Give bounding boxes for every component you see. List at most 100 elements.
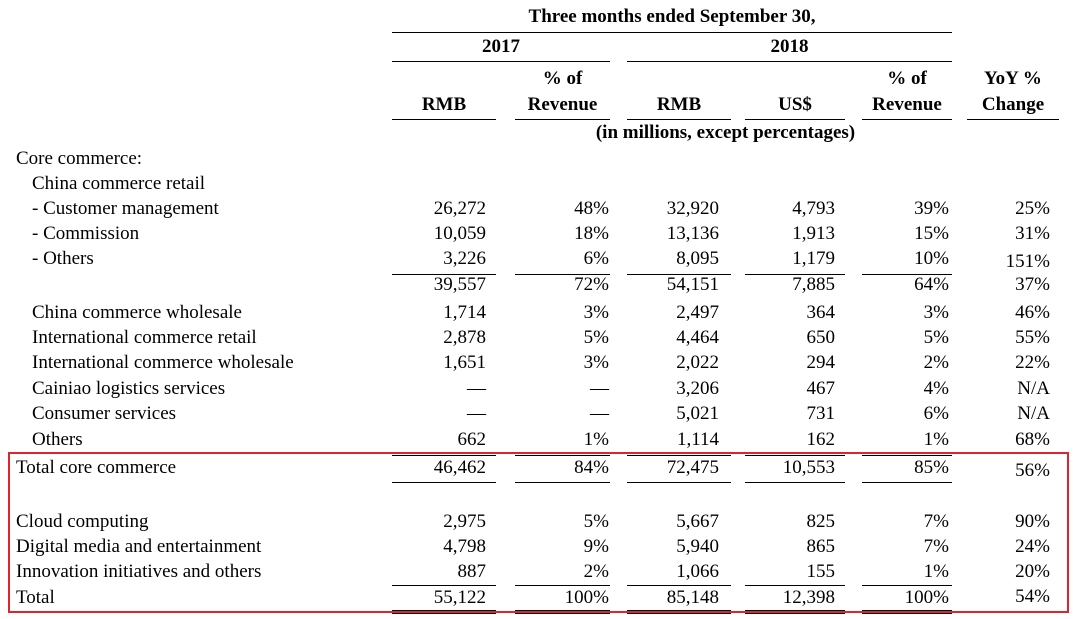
cell-usd-2018: 1,179 bbox=[792, 248, 835, 269]
total-rule bbox=[862, 585, 952, 586]
subtotal-rule bbox=[862, 274, 952, 275]
cell-rmb-2018: 4,464 bbox=[676, 327, 719, 348]
cell-rmb-2018: 85,148 bbox=[666, 587, 719, 608]
core-total-underline bbox=[862, 482, 952, 483]
cell-pct-2017: — bbox=[590, 378, 609, 399]
row-label: Innovation initiatives and others bbox=[16, 561, 262, 582]
cell-pct-2018: 64% bbox=[914, 274, 949, 295]
cell-pct-2017: 18% bbox=[574, 223, 609, 244]
cell-pct-2018: 4% bbox=[923, 378, 949, 399]
cell-usd-2018: 364 bbox=[806, 302, 836, 323]
cell-pct-2018: 3% bbox=[923, 302, 949, 323]
core-total-underline bbox=[515, 482, 610, 483]
cell-rmb-2017: 39,557 bbox=[433, 274, 486, 295]
cell-usd-2018: 1,913 bbox=[792, 223, 835, 244]
cell-pct-2018: 2% bbox=[923, 352, 949, 373]
cell-pct-2017: 5% bbox=[583, 327, 609, 348]
cell-usd-2018: 731 bbox=[806, 403, 836, 424]
cell-yoy: 24% bbox=[1015, 536, 1050, 557]
row-label: China commerce wholesale bbox=[32, 302, 242, 323]
cell-pct-2017: 3% bbox=[583, 352, 609, 373]
cell-rmb-2017: 2,975 bbox=[443, 511, 486, 532]
cell-rmb-2018: 3,206 bbox=[676, 378, 719, 399]
col-pct-2017-line2: Revenue bbox=[527, 94, 598, 115]
cell-rmb-2018: 5,940 bbox=[676, 536, 719, 557]
cell-rmb-2018: 13,136 bbox=[666, 223, 719, 244]
total-double-underline bbox=[862, 610, 952, 614]
core-total-underline bbox=[627, 482, 731, 483]
cell-rmb-2018: 1,066 bbox=[676, 561, 719, 582]
cell-yoy: 56% bbox=[1015, 460, 1050, 481]
col-yoy-line1: YoY % bbox=[984, 68, 1042, 89]
cell-usd-2018: 865 bbox=[806, 536, 836, 557]
col-yoy-line2: Change bbox=[981, 94, 1045, 115]
cell-yoy: 31% bbox=[1015, 223, 1050, 244]
year-2017-underline bbox=[392, 61, 610, 62]
period-header: Three months ended September 30, bbox=[528, 6, 816, 27]
cell-rmb-2018: 72,475 bbox=[666, 457, 719, 478]
subtotal-rule bbox=[392, 274, 496, 275]
row-label: China commerce retail bbox=[32, 173, 206, 194]
row-label: Others bbox=[32, 429, 83, 450]
row-label: Total bbox=[16, 587, 55, 608]
row-label: International commerce retail bbox=[32, 327, 257, 348]
core-total-rule bbox=[392, 455, 496, 456]
total-double-underline bbox=[515, 610, 610, 614]
cell-rmb-2017: 3,226 bbox=[443, 248, 486, 269]
cell-rmb-2018: 2,022 bbox=[676, 352, 719, 373]
col-pct-2018-line1: % of bbox=[887, 68, 927, 89]
cell-usd-2018: 10,553 bbox=[782, 457, 835, 478]
row-label: - Others bbox=[32, 248, 94, 269]
units-note: (in millions, except percentages) bbox=[595, 122, 856, 143]
col-underline bbox=[515, 119, 610, 120]
row-label: Core commerce: bbox=[16, 148, 143, 169]
cell-pct-2018: 15% bbox=[914, 223, 949, 244]
cell-pct-2017: 48% bbox=[574, 198, 609, 219]
cell-rmb-2017: 55,122 bbox=[433, 587, 486, 608]
cell-yoy: 20% bbox=[1015, 561, 1050, 582]
subtotal-rule bbox=[745, 274, 845, 275]
row-label: International commerce wholesale bbox=[32, 352, 294, 373]
cell-pct-2017: 6% bbox=[583, 248, 609, 269]
cell-rmb-2018: 1,114 bbox=[676, 429, 719, 450]
row-label: Cainiao logistics services bbox=[32, 378, 226, 399]
total-rule bbox=[392, 585, 496, 586]
cell-rmb-2017: — bbox=[467, 378, 486, 399]
highlight-box bbox=[8, 452, 1069, 613]
cell-rmb-2017: — bbox=[467, 403, 486, 424]
period-underline bbox=[392, 32, 952, 33]
total-double-underline bbox=[627, 610, 731, 614]
cell-yoy: 68% bbox=[1015, 429, 1050, 450]
cell-yoy: 37% bbox=[1015, 274, 1050, 295]
cell-rmb-2017: 10,059 bbox=[433, 223, 486, 244]
cell-yoy: N/A bbox=[1017, 403, 1050, 424]
row-label: Total core commerce bbox=[16, 457, 177, 478]
cell-yoy: 46% bbox=[1015, 302, 1050, 323]
subtotal-rule bbox=[627, 274, 731, 275]
cell-rmb-2018: 32,920 bbox=[666, 198, 719, 219]
cell-pct-2018: 100% bbox=[904, 587, 949, 608]
cell-yoy: 22% bbox=[1015, 352, 1050, 373]
cell-rmb-2017: 46,462 bbox=[433, 457, 486, 478]
cell-pct-2017: 2% bbox=[583, 561, 609, 582]
total-rule bbox=[515, 585, 610, 586]
cell-rmb-2017: 4,798 bbox=[443, 536, 486, 557]
total-rule bbox=[745, 585, 845, 586]
year-2017-header: 2017 bbox=[482, 36, 520, 57]
cell-usd-2018: 12,398 bbox=[782, 587, 835, 608]
col-rmb-2018: RMB bbox=[656, 94, 702, 115]
cell-yoy: 151% bbox=[1005, 251, 1050, 272]
core-total-underline bbox=[392, 482, 496, 483]
cell-rmb-2018: 2,497 bbox=[676, 302, 719, 323]
cell-pct-2018: 7% bbox=[923, 511, 949, 532]
cell-pct-2018: 6% bbox=[923, 403, 949, 424]
core-total-rule bbox=[627, 455, 731, 456]
core-total-rule bbox=[515, 455, 610, 456]
cell-rmb-2018: 8,095 bbox=[676, 248, 719, 269]
col-pct-2018-line2: Revenue bbox=[872, 94, 942, 115]
cell-rmb-2017: 2,878 bbox=[443, 327, 486, 348]
cell-pct-2017: 1% bbox=[583, 429, 609, 450]
total-double-underline bbox=[392, 610, 496, 614]
col-underline bbox=[392, 119, 496, 120]
col-underline bbox=[862, 119, 952, 120]
